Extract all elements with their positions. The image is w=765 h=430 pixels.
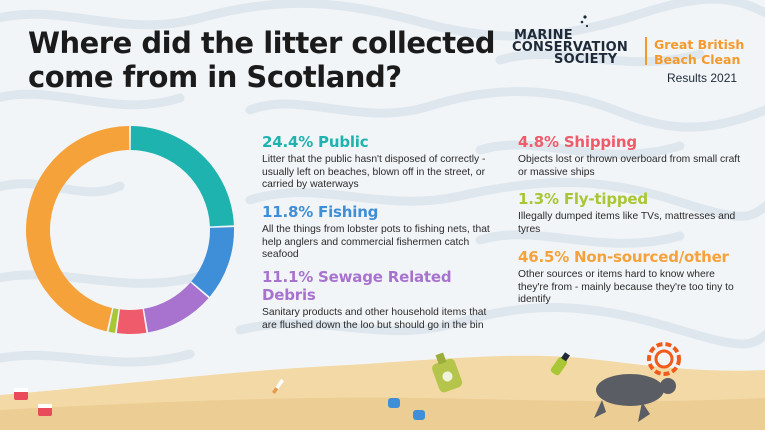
legend-desc-flytipped: Illegally dumped items like TVs, mattres… [518, 211, 736, 235]
org-name-line3: SOCIETY [554, 52, 618, 67]
legend-title-sewage: 11.1% Sewage Related Debris [262, 268, 452, 304]
legend-title-public: 24.4% Public [262, 133, 369, 151]
donut-slice-public [130, 126, 234, 227]
page-title: Where did the litter collected come from… [28, 26, 496, 94]
donut-slice-sewage-related-debris [143, 282, 209, 333]
org-name-line2: CONSERVATION [512, 40, 628, 55]
results-year: Results 2021 [667, 71, 738, 85]
donut-slice-fishing [191, 227, 234, 297]
donut-slice-shipping [116, 309, 147, 334]
brand-divider [645, 37, 647, 65]
brand-logo: MARINE CONSERVATION SOCIETY Great Britis… [512, 15, 752, 93]
legend-desc-public: Litter that the public hasn't disposed o… [262, 154, 486, 190]
legend-desc-sewage: Sanitary products and other household it… [262, 307, 487, 331]
legend-item-flytipped: 1.3% Fly-tipped Illegally dumped items l… [518, 190, 748, 236]
legend-item-public: 24.4% Public Litter that the public hasn… [262, 133, 492, 192]
legend-item-sewage: 11.1% Sewage Related Debris Sanitary pro… [262, 268, 492, 332]
legend-title-fishing: 11.8% Fishing [262, 203, 379, 221]
legend-item-shipping: 4.8% Shipping Objects lost or thrown ove… [518, 133, 748, 179]
event-name: Great British Beach Clean [654, 37, 745, 67]
legend-desc-shipping: Objects lost or thrown overboard from sm… [518, 154, 741, 178]
org-name-line1: MARINE [514, 28, 573, 43]
legend-title-shipping: 4.8% Shipping [518, 133, 637, 151]
donut-chart [25, 126, 234, 334]
legend-desc-fishing: All the things from lobster pots to fish… [262, 224, 490, 260]
bubbles-icon [580, 15, 589, 28]
legend-title-other: 46.5% Non-sourced/other [518, 248, 729, 266]
legend-title-flytipped: 1.3% Fly-tipped [518, 190, 648, 208]
legend-item-other: 46.5% Non-sourced/other Other sources or… [518, 248, 748, 307]
donut-slice-non-sourced-other [25, 126, 130, 332]
legend-item-fishing: 11.8% Fishing All the things from lobste… [262, 203, 492, 262]
legend-desc-other: Other sources or items hard to know wher… [518, 269, 734, 305]
donut-slice-fly-tipped [108, 308, 119, 333]
